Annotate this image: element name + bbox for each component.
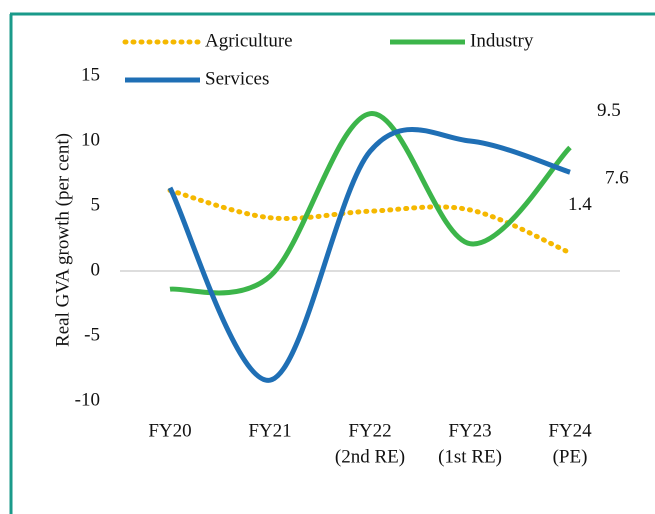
y-tick-label: 5 [91, 194, 101, 215]
data-label: 1.4 [568, 194, 592, 215]
series-line [169, 111, 572, 296]
x-tick-label: FY23 [448, 420, 491, 441]
y-tick-label: -10 [75, 389, 100, 410]
x-tick-label: (2nd RE) [335, 446, 405, 467]
y-tick-label: 0 [91, 259, 101, 280]
x-tick-label: FY22 [348, 420, 391, 441]
y-tick-label: 10 [81, 129, 100, 150]
series-line [167, 126, 571, 383]
data-label: 9.5 [597, 100, 621, 121]
x-tick-label: FY24 [548, 420, 592, 441]
data-label: 7.6 [605, 168, 629, 189]
y-tick-label: 15 [81, 64, 100, 85]
x-tick-label: (1st RE) [438, 446, 502, 467]
legend-label: Services [205, 68, 269, 89]
legend-label: Industry [470, 30, 534, 51]
y-tick-label: -5 [84, 324, 100, 345]
x-tick-label: FY20 [148, 420, 191, 441]
legend-label: Agriculture [205, 30, 293, 51]
x-tick-label: (PE) [553, 446, 588, 467]
x-tick-label: FY21 [248, 420, 291, 441]
y-axis-label: Real GVA growth (per cent) [52, 133, 73, 347]
series-line [167, 187, 573, 256]
